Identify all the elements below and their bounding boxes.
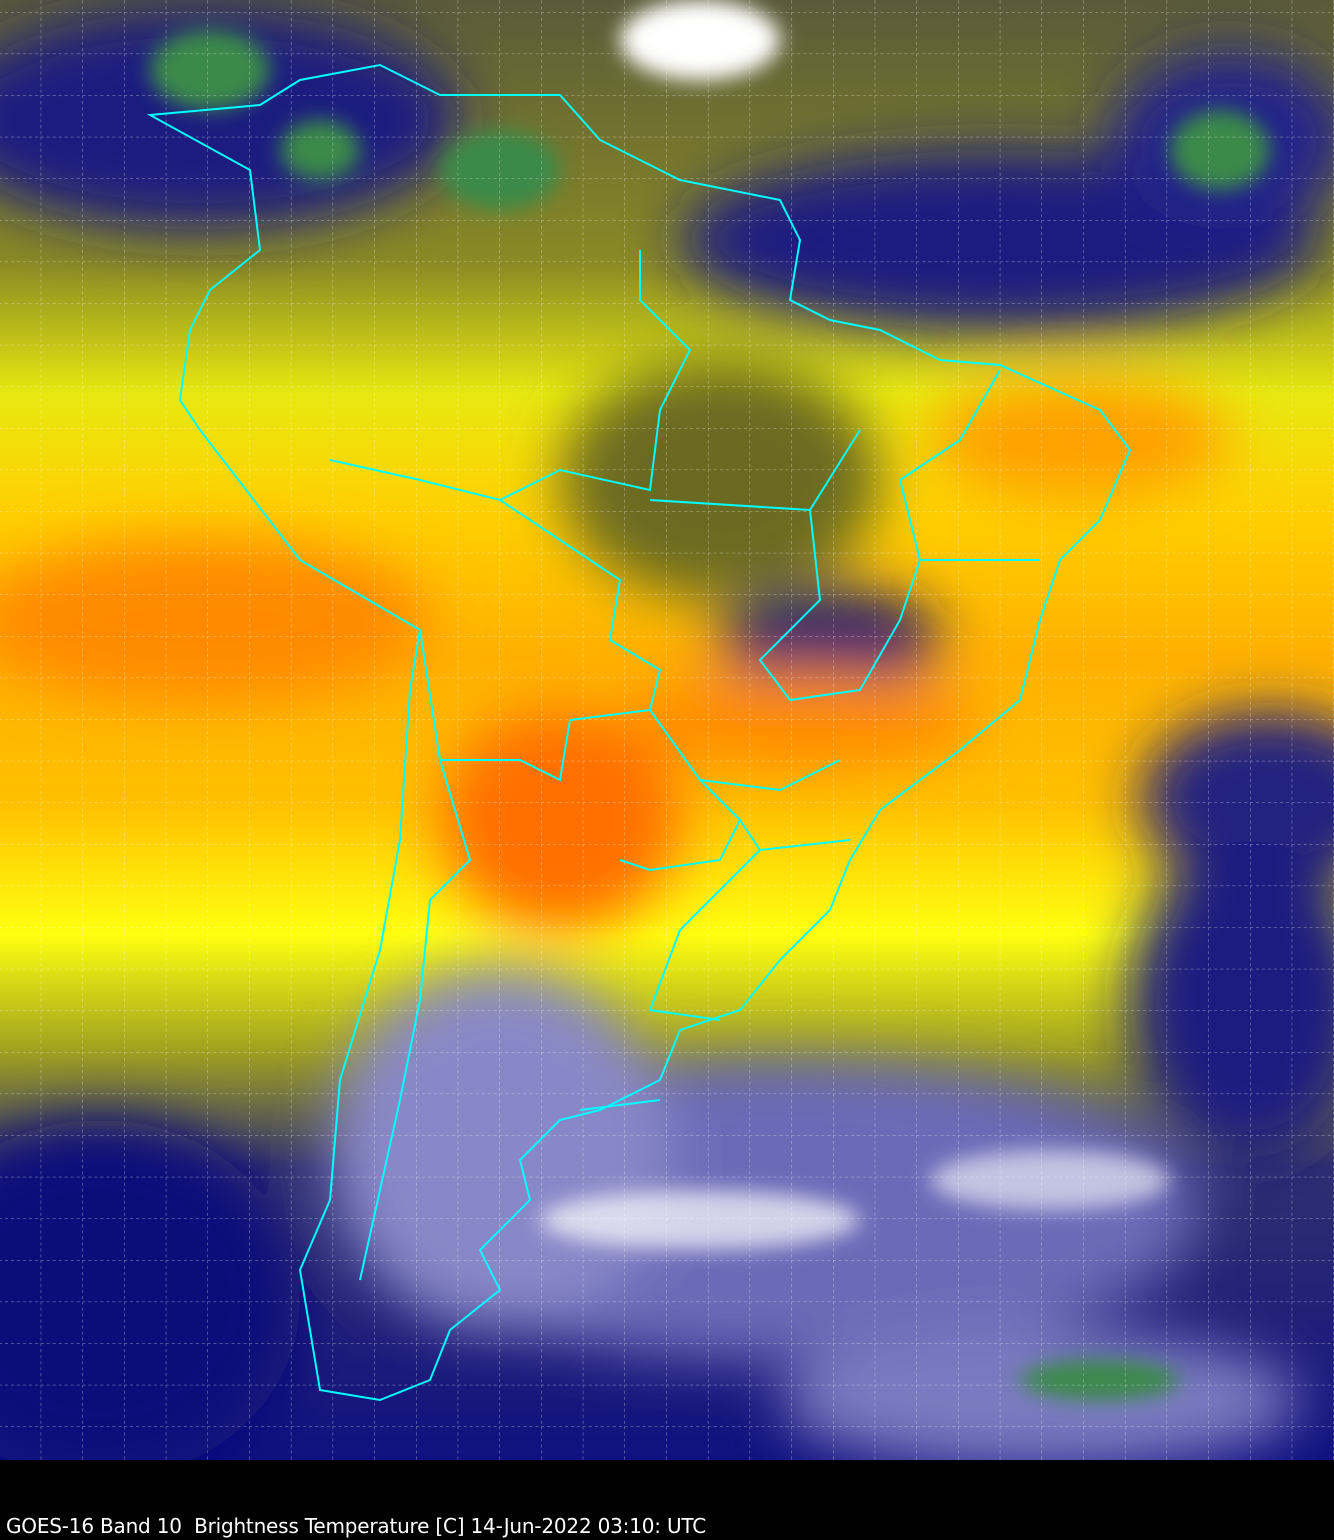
satellite-image [0, 0, 1334, 1460]
country-borders [329, 250, 1040, 1281]
south-america-coastline [146, 63, 1132, 1402]
boundaries-overlay [146, 63, 1132, 1402]
lat-lon-grid [0, 0, 1334, 1460]
image-caption: GOES-16 Band 10 Brightness Temperature [… [6, 1514, 707, 1538]
